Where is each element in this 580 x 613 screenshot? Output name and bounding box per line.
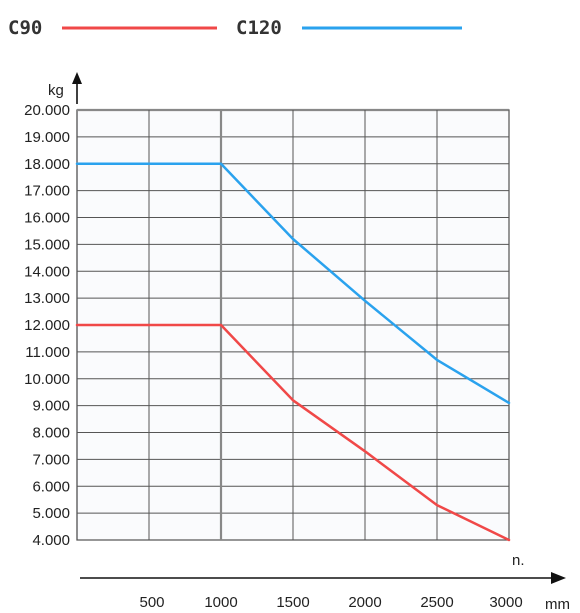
grid	[77, 108, 510, 541]
x-axis-ticks: 500 1000 1500 2000 2500 3000	[139, 594, 522, 611]
legend-label-c120: C120	[236, 17, 282, 39]
y-axis-ticks: 4.000 5.000 6.000 7.000 8.000 9.000 10.000 11.0…	[24, 102, 70, 549]
y-tick-label: 10.000	[24, 371, 70, 388]
y-tick-label: 4.000	[32, 532, 70, 549]
y-tick-label: 19.000	[24, 129, 70, 146]
y-tick-label: 18.000	[24, 156, 70, 173]
series-line-c120	[75, 162, 511, 405]
x-tick-label: 500	[139, 594, 164, 611]
x-tick-label: 1500	[276, 594, 309, 611]
x-tick-label: 1000	[204, 594, 237, 611]
y-axis-arrow-icon	[72, 72, 82, 104]
y-tick-label: 16.000	[24, 210, 70, 227]
y-tick-label: 7.000	[32, 451, 70, 468]
x-tick-label: 2500	[420, 594, 453, 611]
series-line-c90	[75, 323, 511, 542]
series-group	[75, 162, 511, 542]
legend: C90 C120	[8, 17, 462, 39]
y-tick-label: 8.000	[32, 425, 70, 442]
x-axis-arrow-icon	[80, 572, 566, 584]
y-tick-label: 9.000	[32, 398, 70, 415]
y-tick-label: 13.000	[24, 290, 70, 307]
y-tick-label: 5.000	[32, 505, 70, 522]
x-tick-label: 3000	[489, 594, 522, 611]
y-tick-label: 15.000	[24, 236, 70, 253]
legend-label-c90: C90	[8, 17, 42, 39]
x-axis-unit-label: mm	[545, 596, 570, 613]
y-axis-unit-label: kg	[48, 82, 64, 99]
y-tick-label: 11.000	[25, 344, 70, 361]
y-tick-label: 12.000	[24, 317, 70, 334]
x-tick-label: 2000	[348, 594, 381, 611]
y-tick-label: 17.000	[24, 183, 70, 200]
y-tick-label: 14.000	[24, 263, 70, 280]
y-tick-label: 20.000	[24, 102, 70, 119]
x-axis-extra-label: n.	[512, 552, 525, 569]
y-tick-label: 6.000	[32, 478, 70, 495]
